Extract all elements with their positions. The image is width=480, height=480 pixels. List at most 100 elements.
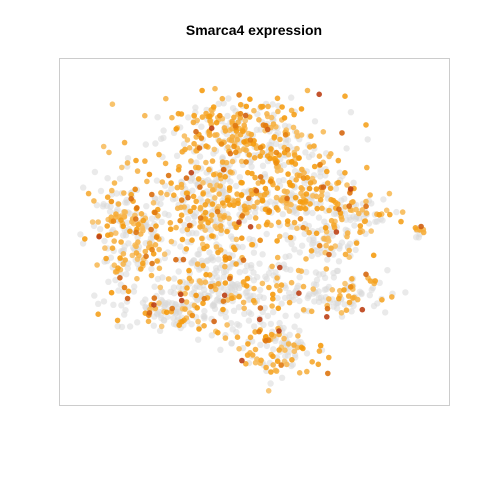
low-expression-point (196, 153, 204, 160)
expression-point (346, 247, 353, 254)
expression-point (288, 201, 294, 208)
low-expression-point (219, 207, 226, 214)
expression-point (318, 192, 325, 199)
expression-point (379, 297, 385, 303)
expression-point (211, 171, 217, 178)
expression-point (239, 213, 246, 219)
expression-point (251, 107, 257, 114)
expression-point (412, 225, 419, 231)
expression-point (276, 233, 283, 240)
expression-point (298, 185, 305, 191)
low-expression-point (189, 187, 196, 194)
expression-point (222, 174, 228, 180)
expression-point (269, 263, 275, 270)
low-expression-point (236, 269, 243, 276)
expression-point (196, 326, 202, 332)
expression-point (118, 217, 124, 223)
low-expression-point (220, 273, 227, 280)
expression-point (249, 352, 256, 358)
expression-point (215, 329, 221, 336)
low-expression-point (107, 254, 115, 261)
expression-point (325, 370, 331, 377)
expression-point (326, 207, 332, 214)
expression-point (111, 180, 118, 186)
expression-point (323, 242, 329, 249)
expression-point (266, 284, 272, 291)
expression-point (220, 306, 226, 313)
expression-point (227, 150, 234, 157)
low-expression-point (280, 161, 288, 169)
expression-point (246, 195, 252, 202)
expression-point (363, 210, 370, 216)
expression-point (91, 198, 97, 204)
expression-point (290, 124, 297, 131)
expression-point (201, 323, 207, 329)
expression-point (292, 194, 299, 201)
expression-point (225, 144, 231, 150)
expression-point (178, 297, 185, 304)
expression-point (216, 191, 222, 197)
expression-point (118, 239, 124, 245)
low-expression-point (286, 252, 293, 260)
expression-point (117, 255, 123, 261)
low-expression-point (329, 232, 336, 239)
expression-point (233, 224, 239, 231)
expression-point (251, 155, 258, 161)
low-expression-point (219, 154, 226, 161)
expression-point (320, 129, 327, 135)
expression-point (142, 112, 148, 119)
low-expression-point (278, 374, 286, 381)
low-expression-point (270, 308, 277, 316)
low-expression-point (113, 190, 120, 197)
expression-point (229, 158, 236, 165)
expression-point (359, 306, 366, 313)
low-expression-point (206, 249, 213, 256)
expression-point (357, 223, 364, 229)
expression-point (202, 209, 209, 216)
expression-point (217, 172, 223, 178)
expression-point (241, 305, 247, 312)
expression-point (199, 235, 205, 242)
low-expression-point (282, 352, 289, 360)
low-expression-point (296, 249, 303, 256)
expression-point (303, 198, 309, 204)
expression-point (165, 276, 172, 282)
expression-point (133, 250, 140, 256)
expression-point (268, 369, 274, 375)
expression-point (177, 291, 184, 298)
expression-point (227, 275, 233, 282)
expression-point (367, 278, 374, 284)
low-expression-point (274, 294, 281, 302)
expression-point (263, 221, 270, 228)
low-expression-point (80, 184, 87, 191)
low-expression-point (251, 209, 259, 217)
low-expression-point (157, 200, 164, 208)
expression-point (386, 190, 393, 197)
expression-point (252, 174, 258, 181)
low-expression-point (225, 95, 232, 102)
low-expression-point (245, 317, 253, 324)
expression-point (328, 217, 335, 224)
low-expression-point (291, 323, 298, 330)
expression-point (199, 114, 206, 120)
expression-point (265, 103, 271, 110)
expression-point (359, 207, 366, 213)
low-expression-point (330, 251, 337, 258)
expression-point (257, 144, 264, 151)
expression-point (121, 209, 128, 215)
expression-point (180, 256, 187, 263)
low-expression-point (158, 218, 165, 226)
low-expression-point (97, 187, 105, 195)
expression-point (231, 202, 237, 209)
expression-point (149, 260, 155, 267)
expression-point (245, 169, 251, 176)
expression-point (329, 287, 336, 293)
expression-point (258, 357, 264, 364)
expression-point (295, 267, 302, 274)
expression-point (185, 194, 191, 201)
low-expression-point (213, 296, 221, 303)
expression-point (270, 362, 277, 368)
expression-point (195, 164, 202, 171)
low-expression-point (151, 283, 158, 290)
expression-point (161, 251, 168, 257)
